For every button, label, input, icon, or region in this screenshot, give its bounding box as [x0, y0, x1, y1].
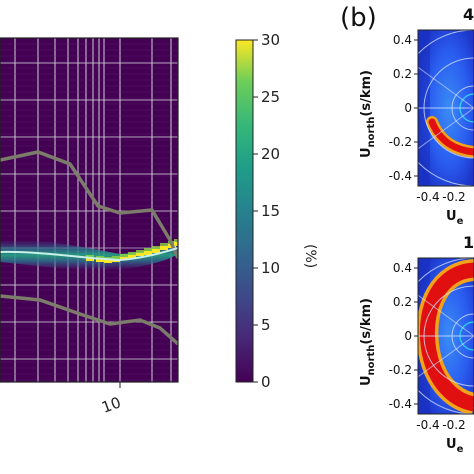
colorbar-tick-label: 25: [261, 88, 280, 106]
density-cell-high: [120, 257, 128, 260]
colorbar-tick-label: 15: [261, 202, 280, 220]
polar-y-tick-label: 0.2: [393, 295, 412, 309]
density-cell-high: [128, 255, 136, 258]
colorbar-tick-label: 0: [261, 373, 271, 391]
polar-y-tick-label: -0.4: [389, 169, 412, 183]
polar-x-tick-label: -0.4: [416, 418, 439, 432]
median-line: [0, 247, 178, 262]
colorbar-tick-label: 30: [261, 31, 280, 49]
density-cell-high: [144, 251, 152, 255]
polar-x-axis-label: Ue: [446, 209, 464, 227]
density-cell-mid: [144, 248, 152, 251]
polar-y-axis-label: Unorth(s/km): [359, 70, 377, 158]
polar-radial-line: [418, 335, 474, 378]
density-cell-high: [136, 253, 144, 256]
heatmap-frame: [0, 37, 179, 383]
density-cell-mid: [120, 254, 128, 257]
density-cell-mid: [174, 239, 178, 242]
colorbar-ticks: 30 25 20 15 10 5 0: [253, 31, 280, 391]
polar-y-tick-label: 0: [404, 101, 412, 115]
energy-arc: [428, 118, 474, 156]
polar-y-tick-label: -0.2: [389, 363, 412, 377]
colorbar-tick-label: 10: [261, 259, 280, 277]
polar-radial-line: [418, 107, 474, 150]
density-cell-high: [96, 259, 104, 262]
polar-radial-line: [418, 294, 474, 337]
density-cell-mid: [136, 250, 144, 253]
panel-label-b: (b): [340, 3, 377, 33]
polar-y-tick-label: -0.4: [389, 397, 412, 411]
polar-panel-b: (b) 40.40.20-0.2-0.4-0.4 -0.2Unorth(s/km)…: [340, 3, 474, 455]
density-cell-mid: [86, 255, 94, 258]
polar-y-tick-label: 0: [404, 329, 412, 343]
polar-y-axis-label: Unorth(s/km): [359, 298, 377, 386]
polar-plot-area: [418, 30, 474, 186]
colorbar-tick-label: 20: [261, 145, 280, 163]
colorbar-tick-label: 5: [261, 316, 271, 334]
polar-x-axis-label: Ue: [446, 437, 464, 455]
density-cell-mid: [96, 256, 104, 259]
density-cell-high: [174, 242, 178, 246]
polar-x-tick-label: -0.2: [442, 418, 465, 432]
density-cell-high: [152, 249, 160, 253]
colorbar: 30 25 20 15 10 5 0 (%): [235, 31, 318, 391]
polar-y-tick-label: -0.2: [389, 135, 412, 149]
x-tick-label: 10: [99, 393, 123, 416]
polar-y-tick-label: 0.2: [393, 67, 412, 81]
density-cell-high: [86, 258, 94, 261]
polar-title: 4: [463, 5, 474, 24]
density-cell-mid: [128, 252, 136, 255]
heatmap-panel-a: 10: [0, 37, 179, 417]
heatmap-lines: [0, 150, 178, 346]
density-cell-mid: [112, 256, 120, 259]
energy-arc: [419, 262, 474, 412]
polar-plot-area: [418, 258, 474, 414]
colorbar-label: (%): [302, 244, 318, 268]
polar-title: 1-: [463, 233, 474, 252]
polar-radial-line: [418, 66, 474, 109]
polar-y-tick-label: 0.4: [393, 261, 412, 275]
polar-x-tick-label: -0.4: [416, 190, 439, 204]
density-cell-high: [104, 260, 112, 263]
lower-bound-line: [0, 294, 178, 346]
density-cell-mid: [152, 246, 160, 249]
upper-bound-line: [0, 150, 178, 259]
polar-y-tick-label: 0.4: [393, 33, 412, 47]
polar-x-tick-label: -0.2: [442, 190, 465, 204]
density-cell-mid: [160, 243, 168, 246]
colorbar-gradient: [235, 39, 254, 383]
density-cell-high: [160, 246, 168, 250]
